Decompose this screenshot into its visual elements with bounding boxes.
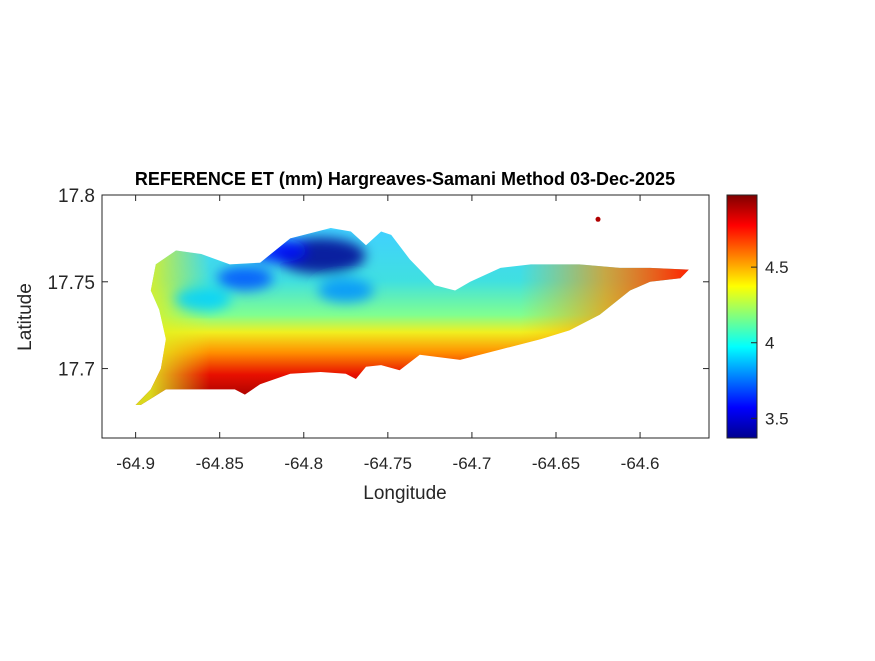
x-tick-label: -64.85 bbox=[196, 454, 244, 473]
y-axis-label: Latitude bbox=[15, 283, 36, 351]
colorbar bbox=[726, 194, 758, 439]
colorbar-tick-label: 3.5 bbox=[765, 409, 789, 428]
x-tick-label: -64.6 bbox=[621, 454, 660, 473]
low-value-patch bbox=[216, 266, 273, 291]
x-tick-label: -64.7 bbox=[453, 454, 492, 473]
low-value-patch bbox=[317, 278, 374, 303]
y-tick-label: 17.8 bbox=[58, 186, 95, 207]
colorbar-tick-label: 4.5 bbox=[765, 258, 789, 277]
x-tick-label: -64.9 bbox=[116, 454, 155, 473]
x-axis-label: Longitude bbox=[363, 483, 446, 504]
colorbar-tick-label: 4 bbox=[765, 334, 774, 353]
x-tick-label: -64.8 bbox=[284, 454, 323, 473]
x-tick-label: -64.65 bbox=[532, 454, 580, 473]
isolated-data-point bbox=[595, 216, 601, 222]
y-tick-label: 17.75 bbox=[47, 273, 95, 294]
chart-title: REFERENCE ET (mm) Hargreaves-Samani Meth… bbox=[135, 169, 675, 189]
y-tick-label: 17.7 bbox=[58, 360, 95, 381]
x-tick-label: -64.75 bbox=[364, 454, 412, 473]
low-value-patch bbox=[174, 287, 231, 312]
